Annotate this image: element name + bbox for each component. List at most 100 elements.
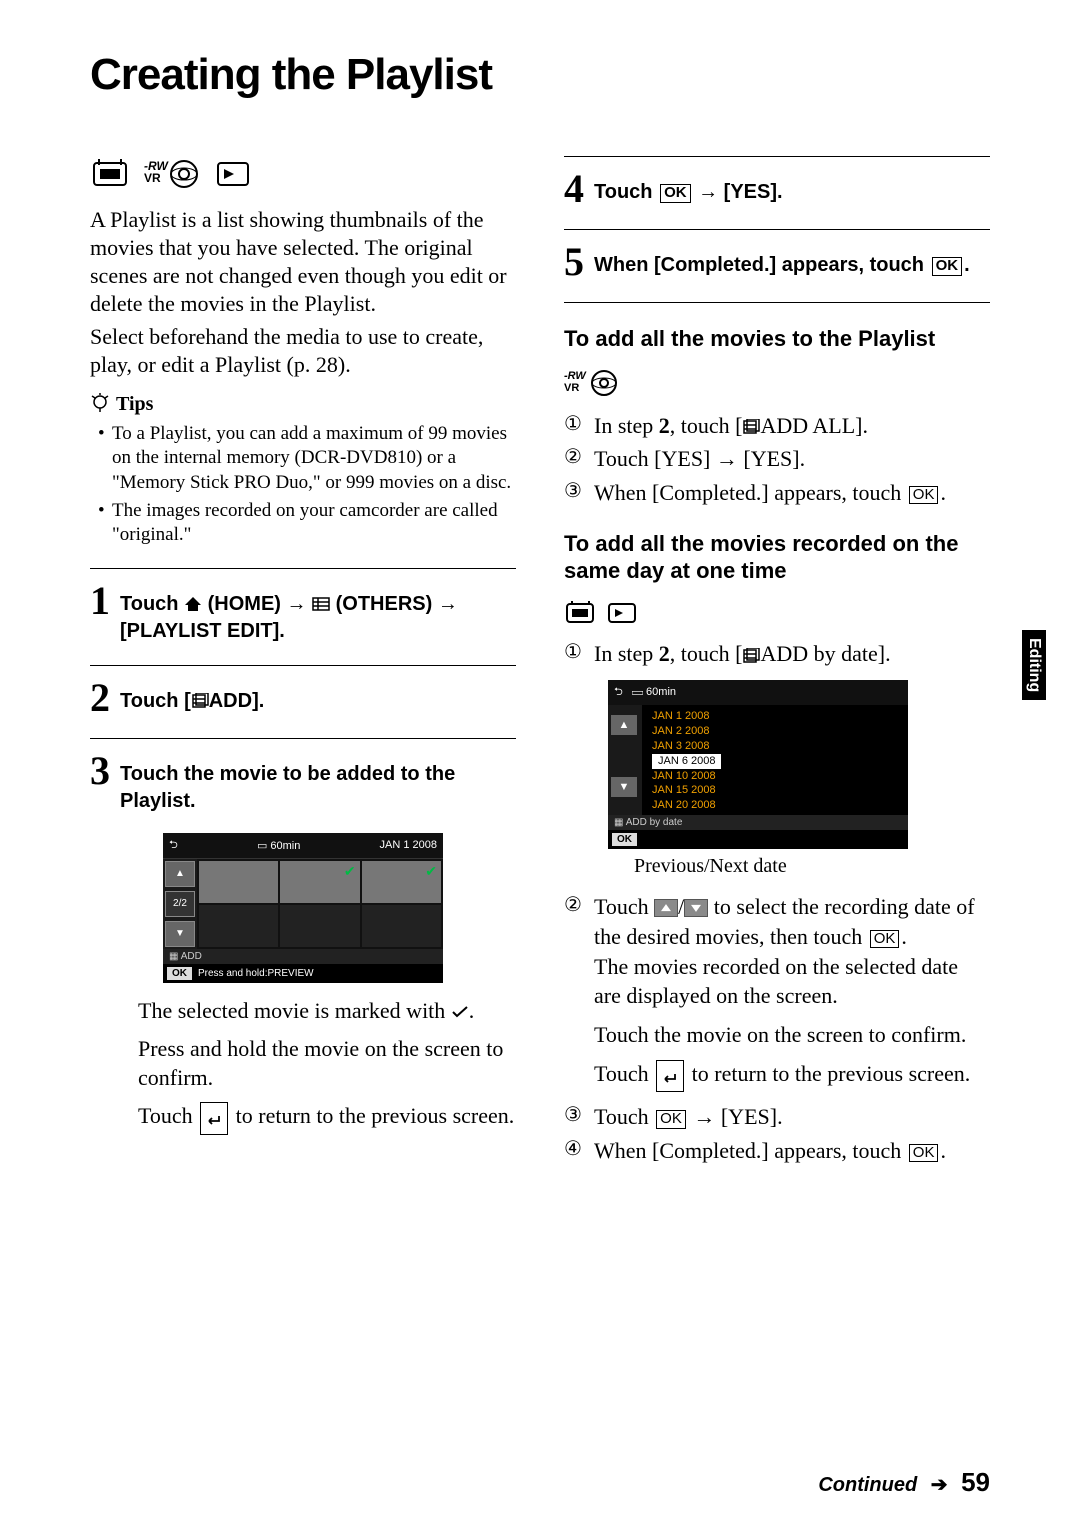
page-number: 59 bbox=[961, 1467, 990, 1497]
step-5-text: When [Completed.] appears, touch OK. bbox=[594, 242, 970, 279]
tips-label: Tips bbox=[116, 393, 153, 416]
add-all-list: ① In step 2, touch [ADD ALL]. ②Touch [YE… bbox=[564, 411, 990, 508]
tips-icon bbox=[90, 393, 110, 415]
shot1-thumb bbox=[199, 861, 278, 903]
ok-box: OK bbox=[909, 1144, 939, 1163]
section-tab: Editing bbox=[1022, 630, 1046, 700]
after-shot-1: The selected movie is marked with . bbox=[138, 997, 516, 1026]
shot2-ok: OK bbox=[612, 833, 637, 846]
shot1-page: 2/2 bbox=[165, 891, 195, 917]
media-icons-small bbox=[564, 599, 990, 627]
separator bbox=[90, 665, 516, 666]
separator bbox=[90, 738, 516, 739]
memory-icon bbox=[564, 599, 598, 627]
separator bbox=[564, 302, 990, 303]
shot1-thumb bbox=[199, 905, 278, 947]
separator bbox=[564, 156, 990, 157]
playlist-icon bbox=[742, 648, 760, 664]
confirm-text: Touch the movie on the screen to confirm… bbox=[594, 1021, 990, 1050]
after-shot-3: Touch to return to the previous screen. bbox=[138, 1102, 516, 1135]
svg-text:VR: VR bbox=[564, 382, 579, 394]
shot1-back-icon: ⮌ bbox=[169, 836, 178, 855]
shot2-up-button: ▲ bbox=[611, 715, 637, 735]
shot1-up-button: ▲ bbox=[165, 861, 195, 887]
tips-list: To a Playlist, you can add a maximum of … bbox=[90, 422, 516, 548]
step-2-pre: Touch [ bbox=[120, 690, 191, 712]
ok-box: OK bbox=[660, 184, 691, 203]
shot1-thumb bbox=[362, 905, 441, 947]
ok-box: OK bbox=[870, 930, 900, 949]
ok-box: OK bbox=[656, 1110, 686, 1129]
shot1-down-button: ▼ bbox=[165, 921, 195, 947]
shot1-thumb: ✔ bbox=[362, 861, 441, 903]
add-by-date-list-end: ③ Touch OK → [YES]. ④ When [Completed.] … bbox=[564, 1102, 990, 1165]
return-icon bbox=[661, 1072, 679, 1084]
subheading-add-by-date: To add all the movies recorded on the sa… bbox=[564, 530, 990, 585]
return-text: Touch to return to the previous screen. bbox=[594, 1060, 990, 1093]
list-item: ① In step 2, touch [ADD ALL]. bbox=[564, 411, 990, 441]
step-4-text: Touch OK → [YES]. bbox=[594, 169, 783, 206]
shot2-down-button: ▼ bbox=[611, 777, 637, 797]
continued-arrow-icon: ➔ bbox=[931, 1474, 948, 1496]
list-item: ③ When [Completed.] appears, touch OK. bbox=[564, 478, 990, 508]
left-column: -RWVR A Playlist is a list showing thumb… bbox=[90, 156, 516, 1170]
shot1-add-label: ADD bbox=[181, 951, 202, 962]
check-icon bbox=[451, 1005, 469, 1019]
down-button-icon bbox=[684, 899, 708, 917]
step-number-3: 3 bbox=[90, 751, 110, 791]
svg-text:VR: VR bbox=[144, 171, 161, 185]
memorystick-icon bbox=[214, 157, 252, 191]
intro-paragraph-1: A Playlist is a list showing thumbnails … bbox=[90, 206, 516, 319]
disc-icon-row: -RWVR bbox=[564, 367, 990, 399]
svg-text:-RW: -RW bbox=[564, 370, 587, 382]
list-item: ④ When [Completed.] appears, touch OK. bbox=[564, 1136, 990, 1166]
page-title: Creating the Playlist bbox=[90, 50, 990, 100]
after-shot-2: Press and hold the movie on the screen t… bbox=[138, 1035, 516, 1092]
step-number-2: 2 bbox=[90, 678, 110, 718]
list-item: ② Touch / to select the recording date o… bbox=[564, 892, 990, 1011]
add-by-date-list: ① In step 2, touch [ADD by date]. bbox=[564, 639, 990, 669]
list-item: ②Touch [YES] → [YES]. bbox=[564, 444, 990, 474]
intro-paragraph-2: Select beforehand the media to use to cr… bbox=[90, 323, 516, 379]
shot1-date: JAN 1 2008 bbox=[380, 839, 437, 851]
continued-footer: Continued ➔ 59 bbox=[818, 1467, 990, 1498]
media-icons-row: -RWVR bbox=[90, 156, 516, 192]
add-by-date-screenshot: ⮌ ▭ 60min ▲ ▼ JAN 1 2008 JAN 2 2008 JAN … bbox=[608, 680, 908, 849]
return-icon bbox=[205, 1114, 223, 1126]
disc-rw-vr-icon: -RWVR bbox=[144, 156, 200, 192]
step-number-4: 4 bbox=[564, 169, 584, 209]
add-by-date-list-cont: ② Touch / to select the recording date o… bbox=[564, 892, 990, 1011]
separator bbox=[90, 568, 516, 569]
right-column: 4 Touch OK → [YES]. 5 When [Completed.] … bbox=[564, 156, 990, 1170]
memorystick-icon bbox=[606, 599, 638, 627]
shot2-dates: JAN 1 2008 JAN 2 2008 JAN 3 2008 JAN 6 2… bbox=[642, 705, 908, 815]
shot2-add-label: ADD by date bbox=[626, 817, 683, 828]
ok-box: OK bbox=[932, 257, 963, 276]
home-icon bbox=[184, 596, 202, 612]
step-number-5: 5 bbox=[564, 242, 584, 282]
separator bbox=[564, 229, 990, 230]
playlist-icon bbox=[742, 419, 760, 435]
list-item: ① In step 2, touch [ADD by date]. bbox=[564, 639, 990, 669]
step-number-1: 1 bbox=[90, 581, 110, 621]
memory-icon bbox=[90, 157, 130, 191]
shot1-thumb: ✔ bbox=[280, 861, 359, 903]
shot1-footer: Press and hold:PREVIEW bbox=[198, 968, 314, 979]
shot2-battery: 60min bbox=[646, 686, 676, 698]
caption-prev-next: Previous/Next date bbox=[634, 855, 990, 878]
others-icon bbox=[312, 597, 330, 611]
list-item: ③ Touch OK → [YES]. bbox=[564, 1102, 990, 1132]
playlist-icon bbox=[191, 693, 209, 709]
tip-item: The images recorded on your camcorder ar… bbox=[102, 499, 516, 548]
disc-rw-vr-icon: -RWVR bbox=[564, 367, 620, 399]
subheading-add-all: To add all the movies to the Playlist bbox=[564, 325, 990, 353]
step-2-text: Touch [ ADD]. bbox=[120, 678, 264, 715]
shot1-battery: 60min bbox=[270, 840, 300, 852]
shot1-thumb bbox=[280, 905, 359, 947]
step-2-post: ADD]. bbox=[209, 690, 265, 712]
step-1-text: Touch (HOME) → (OTHERS) → [PLAYLIST EDIT… bbox=[120, 581, 516, 645]
up-button-icon bbox=[654, 899, 678, 917]
shot2-back-icon: ⮌ bbox=[614, 686, 623, 698]
add-movie-screenshot: ⮌ ▭ 60min JAN 1 2008 ▲ 2/2 ▼ ✔ ✔ bbox=[163, 833, 443, 983]
step-3-text: Touch the movie to be added to the Playl… bbox=[120, 751, 516, 815]
